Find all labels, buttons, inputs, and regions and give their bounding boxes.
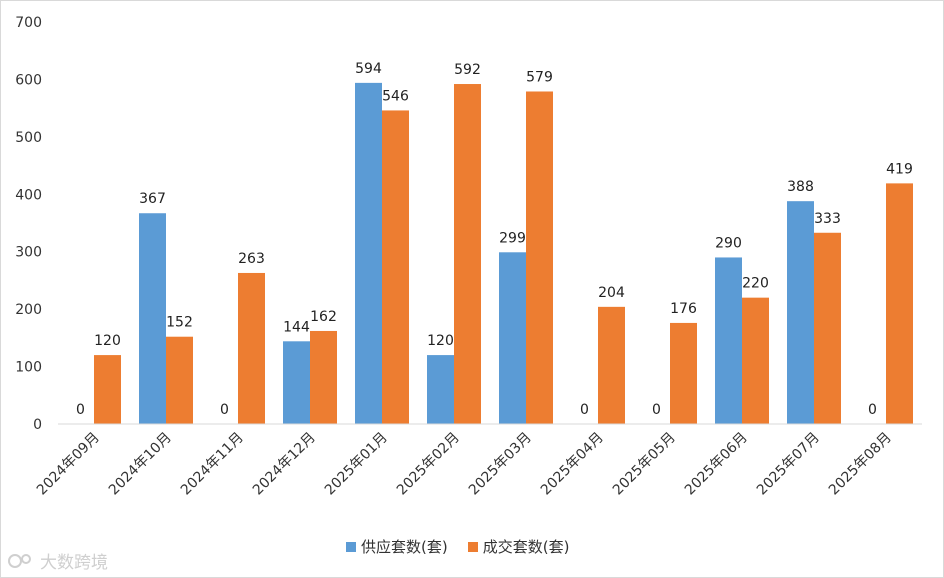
watermark-text: 大数跨境 bbox=[40, 553, 108, 573]
x-tick-label: 2025年06月 bbox=[682, 430, 751, 499]
bar-deal bbox=[814, 232, 841, 424]
data-label-supply: 0 bbox=[868, 402, 877, 418]
data-label-deal: 204 bbox=[598, 285, 625, 301]
data-label-deal: 263 bbox=[238, 251, 265, 267]
x-tick-label: 2024年10月 bbox=[106, 430, 175, 499]
bar-supply bbox=[139, 213, 166, 424]
bar-supply bbox=[355, 82, 382, 425]
x-tick-label: 2024年09月 bbox=[34, 430, 103, 499]
x-axis: 2024年09月 2024年10月 2024年11月 2024年12月 2025年01月… bbox=[34, 423, 922, 499]
data-label-deal: 120 bbox=[94, 333, 121, 349]
watermark: 大数跨境 bbox=[8, 548, 108, 573]
y-tick-label: 600 bbox=[15, 72, 42, 88]
bar-deal bbox=[526, 91, 553, 424]
bar-deal bbox=[238, 272, 265, 424]
x-tick-label: 2025年03月 bbox=[466, 430, 535, 499]
bar-supply bbox=[283, 341, 310, 424]
x-tick-label: 2025年07月 bbox=[754, 430, 823, 499]
y-tick-label: 300 bbox=[15, 245, 42, 261]
data-label-supply: 0 bbox=[220, 402, 229, 418]
data-label-deal: 176 bbox=[670, 301, 697, 317]
data-label-deal: 419 bbox=[886, 161, 913, 177]
y-tick-label: 200 bbox=[15, 302, 42, 318]
data-label-supply: 0 bbox=[580, 402, 589, 418]
bar-supply bbox=[787, 201, 814, 424]
data-label-supply: 120 bbox=[427, 333, 454, 349]
bar-supply bbox=[715, 257, 742, 424]
x-tick-label: 2025年02月 bbox=[394, 430, 463, 499]
data-label-supply: 367 bbox=[139, 191, 166, 207]
x-tick-label: 2025年01月 bbox=[322, 430, 391, 499]
data-label-deal: 592 bbox=[454, 62, 481, 78]
bar-deal bbox=[742, 297, 769, 424]
legend-item-deal: 成交套数(套) bbox=[467, 536, 570, 557]
bar-supply bbox=[499, 252, 526, 424]
legend-label-deal: 成交套数(套) bbox=[482, 538, 570, 556]
legend: 供应套数(套) 成交套数(套) bbox=[346, 536, 589, 557]
legend-swatch-supply bbox=[346, 541, 356, 552]
data-label-supply: 0 bbox=[652, 402, 661, 418]
bar-deal bbox=[598, 306, 625, 424]
data-label-deal: 220 bbox=[742, 276, 769, 292]
data-label-deal: 579 bbox=[526, 69, 553, 85]
watermark-logo-icon bbox=[8, 553, 31, 568]
bar-deal bbox=[382, 110, 409, 424]
data-label-deal: 333 bbox=[814, 211, 841, 227]
bar-supply bbox=[427, 355, 454, 424]
y-tick-label: 400 bbox=[15, 187, 42, 203]
x-tick-label: 2025年05月 bbox=[610, 430, 679, 499]
x-tick-label: 2024年12月 bbox=[250, 430, 319, 499]
bar-deal bbox=[166, 336, 193, 424]
bar-deal bbox=[886, 183, 913, 424]
data-label-deal: 152 bbox=[166, 315, 193, 331]
data-label-supply: 290 bbox=[715, 235, 742, 251]
data-label-deal: 162 bbox=[310, 309, 337, 325]
bar-deal bbox=[454, 84, 481, 424]
x-tick-label: 2025年04月 bbox=[538, 430, 607, 499]
x-tick-label: 2025年08月 bbox=[826, 430, 895, 499]
data-label-supply: 144 bbox=[283, 319, 310, 335]
data-label-deal: 546 bbox=[382, 88, 409, 104]
bar-deal bbox=[310, 330, 337, 424]
bar-deal bbox=[94, 355, 121, 424]
y-tick-label: 0 bbox=[33, 417, 42, 433]
y-tick-label: 700 bbox=[15, 15, 42, 31]
legend-label-supply: 供应套数(套) bbox=[361, 538, 448, 556]
legend-item-supply: 供应套数(套) bbox=[346, 536, 448, 557]
data-label-supply: 594 bbox=[355, 61, 382, 77]
x-tick-label: 2024年11月 bbox=[178, 430, 247, 499]
y-tick-label: 500 bbox=[15, 130, 42, 146]
legend-swatch-deal bbox=[467, 541, 478, 552]
y-axis: 0 100 200 300 400 500 600 700 bbox=[15, 15, 42, 433]
bar-deal bbox=[670, 322, 697, 424]
y-tick-label: 100 bbox=[15, 360, 42, 376]
data-label-supply: 0 bbox=[76, 402, 85, 418]
data-label-supply: 299 bbox=[499, 230, 526, 246]
data-label-supply: 388 bbox=[787, 179, 814, 195]
